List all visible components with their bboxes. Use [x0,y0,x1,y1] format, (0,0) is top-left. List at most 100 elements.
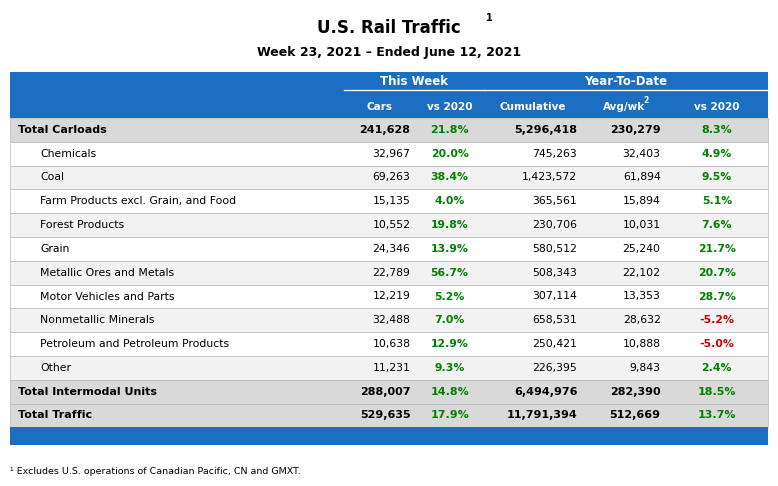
Text: 11,791,394: 11,791,394 [506,411,577,420]
Text: 28,632: 28,632 [623,315,661,325]
Text: 38.4%: 38.4% [431,173,468,183]
Text: vs 2020: vs 2020 [427,102,472,112]
Text: 365,561: 365,561 [532,196,577,206]
Text: 20.7%: 20.7% [698,268,736,278]
Text: 10,638: 10,638 [373,339,411,349]
Text: 24,346: 24,346 [373,244,411,254]
Text: Coal: Coal [40,173,64,183]
Text: 8.3%: 8.3% [702,125,732,135]
Text: Other: Other [40,363,71,373]
Bar [10,72,768,97]
Text: 241,628: 241,628 [359,125,411,135]
Text: 580,512: 580,512 [532,244,577,254]
Text: Total Intermodal Units: Total Intermodal Units [18,387,157,397]
Text: Metallic Ores and Metals: Metallic Ores and Metals [40,268,174,278]
Text: 56.7%: 56.7% [431,268,468,278]
Text: 69,263: 69,263 [373,173,411,183]
Text: 10,888: 10,888 [622,339,661,349]
Text: 19.8%: 19.8% [431,220,468,230]
Text: 230,279: 230,279 [610,125,661,135]
Text: 15,135: 15,135 [373,196,411,206]
Text: -5.2%: -5.2% [699,315,734,325]
Text: 15,894: 15,894 [623,196,661,206]
Text: 13.9%: 13.9% [431,244,468,254]
Text: 508,343: 508,343 [532,268,577,278]
Bar [10,142,768,166]
Text: 282,390: 282,390 [610,387,661,397]
Text: 25,240: 25,240 [622,244,661,254]
Text: 2: 2 [643,96,649,105]
Text: 4.9%: 4.9% [702,149,732,159]
Text: 7.6%: 7.6% [702,220,732,230]
Text: 13,353: 13,353 [623,292,661,301]
Text: 10,031: 10,031 [622,220,661,230]
Text: 307,114: 307,114 [532,292,577,301]
Bar [10,166,768,190]
Text: 2.4%: 2.4% [702,363,732,373]
Bar [10,237,768,261]
Text: 9,843: 9,843 [629,363,661,373]
Text: 5.2%: 5.2% [434,292,464,301]
Text: 32,403: 32,403 [622,149,661,159]
Text: Cars: Cars [366,102,393,112]
Text: 21.7%: 21.7% [698,244,736,254]
Text: 529,635: 529,635 [360,411,411,420]
Text: Year-To-Date: Year-To-Date [584,75,668,88]
Bar [10,427,768,445]
Text: 512,669: 512,669 [610,411,661,420]
Text: -5.0%: -5.0% [699,339,734,349]
Text: Forest Products: Forest Products [40,220,124,230]
Bar [10,356,768,380]
Bar [10,332,768,356]
Text: Week 23, 2021 – Ended June 12, 2021: Week 23, 2021 – Ended June 12, 2021 [257,46,521,58]
Text: 11,231: 11,231 [373,363,411,373]
Text: 17.9%: 17.9% [430,411,469,420]
Bar [10,403,768,427]
Text: U.S. Rail Traffic: U.S. Rail Traffic [317,19,461,37]
Bar [10,285,768,309]
Bar [10,380,768,403]
Text: 9.3%: 9.3% [434,363,464,373]
Bar [10,118,768,142]
Text: 12.9%: 12.9% [431,339,468,349]
Text: 658,531: 658,531 [532,315,577,325]
Text: Total Carloads: Total Carloads [18,125,107,135]
Text: ¹ Excludes U.S. operations of Canadian Pacific, CN and GMXT.: ¹ Excludes U.S. operations of Canadian P… [10,468,301,476]
Text: Grain: Grain [40,244,69,254]
Text: 250,421: 250,421 [532,339,577,349]
Text: 10,552: 10,552 [373,220,411,230]
Text: Avg/wk: Avg/wk [603,102,645,112]
Text: This Week: This Week [380,75,447,88]
Text: 22,789: 22,789 [373,268,411,278]
Text: vs 2020: vs 2020 [694,102,740,112]
Text: 21.8%: 21.8% [430,125,469,135]
Bar [10,97,768,118]
Text: 18.5%: 18.5% [698,387,736,397]
Text: 230,706: 230,706 [532,220,577,230]
Text: Farm Products excl. Grain, and Food: Farm Products excl. Grain, and Food [40,196,237,206]
Text: Total Traffic: Total Traffic [18,411,92,420]
Text: 4.0%: 4.0% [434,196,464,206]
Text: 5.1%: 5.1% [702,196,732,206]
Text: Cumulative: Cumulative [499,102,566,112]
Text: 14.8%: 14.8% [430,387,469,397]
Text: 6,494,976: 6,494,976 [513,387,577,397]
Text: Chemicals: Chemicals [40,149,96,159]
Text: 1: 1 [486,13,492,23]
Text: 32,488: 32,488 [373,315,411,325]
Text: 13.7%: 13.7% [698,411,736,420]
Bar [10,213,768,237]
Text: 226,395: 226,395 [532,363,577,373]
Text: Motor Vehicles and Parts: Motor Vehicles and Parts [40,292,174,301]
Text: 5,296,418: 5,296,418 [514,125,577,135]
Text: Petroleum and Petroleum Products: Petroleum and Petroleum Products [40,339,230,349]
Text: 288,007: 288,007 [360,387,411,397]
Text: 32,967: 32,967 [373,149,411,159]
Text: 9.5%: 9.5% [702,173,732,183]
Text: 28.7%: 28.7% [698,292,736,301]
Text: 20.0%: 20.0% [431,149,468,159]
Bar [10,190,768,213]
Bar [10,261,768,285]
Text: 12,219: 12,219 [373,292,411,301]
Text: Nonmetallic Minerals: Nonmetallic Minerals [40,315,155,325]
